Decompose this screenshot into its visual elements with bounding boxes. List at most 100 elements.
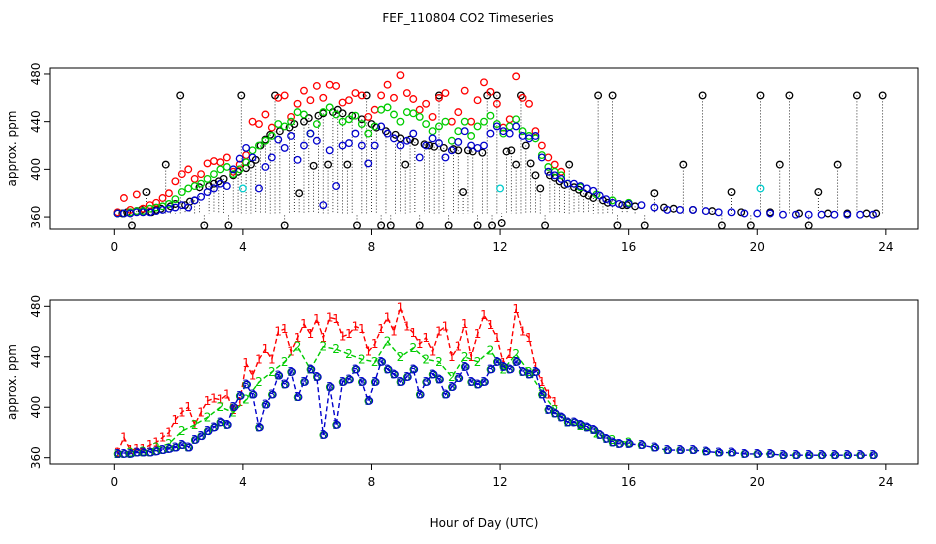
series-3-point — [779, 210, 787, 219]
series-2-point — [442, 390, 451, 399]
series-2-glyph: 3 — [255, 420, 263, 434]
series-2-glyph: 3 — [287, 365, 295, 379]
series-0-point — [679, 160, 688, 169]
series-3-point — [255, 184, 263, 193]
series-0-glyph: 1 — [307, 327, 315, 341]
series-2-point — [728, 448, 737, 457]
series-2-glyph: 3 — [319, 428, 327, 442]
series-0-point — [785, 91, 794, 100]
series-2-glyph: 3 — [792, 448, 800, 462]
series-2-line — [117, 360, 873, 456]
series-2-point — [301, 378, 309, 386]
series-2-point — [638, 441, 647, 449]
series-2-point — [397, 378, 406, 386]
series-3-point — [589, 186, 598, 195]
bottom-plot-frame — [49, 299, 919, 465]
series-0-glyph: 1 — [474, 327, 482, 341]
series-2-glyph: 3 — [557, 410, 565, 424]
series-2-point — [532, 368, 541, 376]
series-3-point — [689, 205, 697, 214]
series-2-point — [365, 397, 374, 405]
series-0-glyph: 1 — [319, 331, 327, 345]
series-2-point — [396, 117, 405, 126]
series-2-glyph: 3 — [480, 375, 488, 389]
series-2-point — [831, 451, 840, 460]
series-0-point — [386, 221, 395, 230]
series-2-glyph: 3 — [869, 448, 877, 462]
series-2-point — [435, 122, 443, 131]
series-0-glyph: 1 — [268, 352, 276, 366]
series-2-point — [293, 108, 302, 117]
series-0-glyph: 1 — [172, 413, 180, 427]
series-1-glyph: 2 — [217, 400, 225, 414]
series-0-glyph: 1 — [178, 405, 186, 419]
series-1-point — [428, 112, 437, 121]
series-1-point — [518, 93, 527, 102]
series-3-point — [312, 136, 321, 145]
top-y-tick-label: 400 — [29, 158, 43, 181]
series-0-glyph: 1 — [429, 345, 437, 359]
series-0-glyph: 1 — [538, 375, 546, 389]
series-2-point — [288, 368, 297, 376]
series-2-glyph: 3 — [313, 370, 321, 384]
series-3-point — [357, 141, 366, 150]
series-0-glyph: 1 — [352, 319, 360, 333]
series-0-point — [613, 221, 622, 230]
series-0-point — [237, 91, 246, 100]
series-3-point — [602, 195, 611, 204]
series-2-point — [805, 451, 814, 460]
top-y-tick-label: 480 — [29, 63, 43, 86]
series-0-point — [640, 221, 649, 230]
series-2-point — [185, 443, 194, 452]
series-3-point — [624, 200, 633, 208]
series-0-line — [116, 305, 556, 453]
series-3-point — [791, 210, 800, 219]
series-2-glyph: 3 — [663, 443, 671, 457]
series-1-glyph: 2 — [487, 343, 495, 357]
series-2-point — [690, 446, 698, 455]
series-3-point — [856, 210, 865, 219]
series-2-point — [506, 365, 515, 374]
series-0-glyph: 1 — [242, 356, 250, 370]
series-0-point — [814, 188, 823, 196]
series-2-point — [702, 447, 711, 456]
bottom-x-tick-label: 16 — [621, 475, 636, 489]
series-2-point — [216, 165, 225, 174]
series-1-line — [117, 340, 629, 455]
series-2-point — [545, 405, 554, 414]
series-1-point — [537, 141, 546, 150]
series-2-glyph: 3 — [651, 441, 659, 455]
series-1-point — [544, 153, 553, 162]
series-0-point — [161, 160, 170, 169]
series-1-point — [383, 80, 392, 89]
series-2-glyph: 3 — [589, 423, 597, 437]
series-2-glyph: 3 — [487, 362, 495, 376]
series-3-point — [467, 141, 476, 150]
series-2-point — [436, 375, 444, 384]
series-2-point — [243, 380, 252, 389]
series-1-point — [505, 115, 514, 124]
series-0-point — [415, 221, 424, 230]
series-1-glyph: 2 — [242, 393, 250, 407]
series-2-point — [351, 111, 360, 120]
series-2-glyph: 3 — [741, 447, 749, 461]
series-1-glyph: 2 — [422, 352, 430, 366]
series-2-point — [275, 371, 284, 380]
series-2-point — [320, 431, 329, 439]
series-1-glyph: 2 — [435, 355, 443, 369]
series-3-point — [332, 182, 341, 191]
series-1-glyph: 2 — [577, 419, 585, 433]
series-1-point — [402, 89, 411, 97]
series-2-point — [211, 423, 219, 432]
series-1-glyph: 2 — [229, 405, 237, 419]
top-y-tick-label: 440 — [29, 110, 43, 133]
series-2-point — [518, 127, 527, 136]
series-3-point — [428, 134, 437, 143]
series-1-point — [357, 91, 366, 100]
series-0-glyph: 1 — [551, 395, 559, 409]
series-2-glyph: 3 — [506, 362, 514, 376]
series-2-point — [415, 112, 424, 121]
series-2-glyph: 3 — [294, 390, 302, 404]
bottom-x-tick-label: 8 — [368, 475, 376, 489]
